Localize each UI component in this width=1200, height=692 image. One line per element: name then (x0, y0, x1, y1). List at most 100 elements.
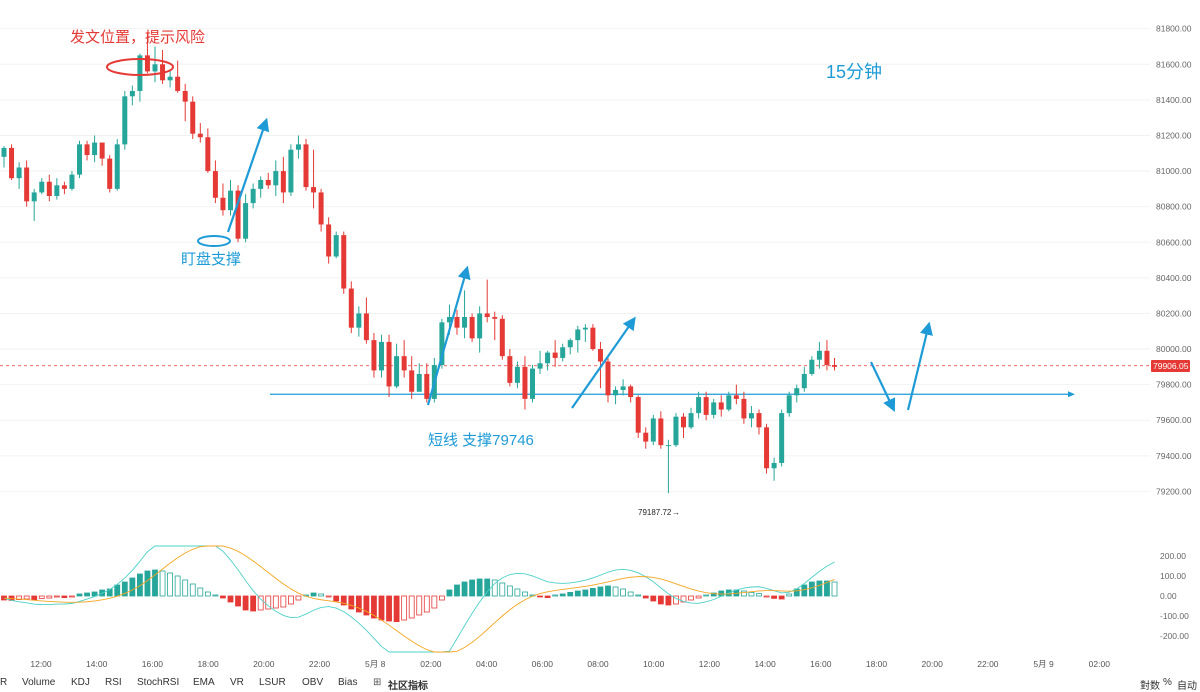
price-tick-label: 79200.00 (1156, 486, 1192, 496)
price-tick-label: 81600.00 (1156, 59, 1192, 69)
candle-body (129, 90, 135, 97)
candle-body (31, 192, 37, 202)
time-tick-label: 02:00 (420, 659, 442, 669)
indicator-tab-lsur[interactable]: LSUR (259, 677, 286, 688)
log-scale-toggle[interactable]: 對数 (1140, 681, 1160, 692)
candle-body (92, 142, 98, 156)
support-marker-ellipse (197, 235, 231, 247)
candle-body (107, 158, 113, 189)
macd-bar (220, 595, 226, 599)
indicator-tab-kdj[interactable]: KDJ (71, 677, 90, 688)
candle-body (235, 190, 241, 239)
candle-body (205, 137, 211, 172)
candle-body (190, 101, 196, 134)
indicator-tab-vr[interactable]: VR (230, 677, 244, 688)
indicator-tab-obv[interactable]: OBV (302, 677, 324, 688)
candle-body (794, 388, 800, 396)
macd-bar (242, 595, 249, 611)
time-tick-label: 12:00 (30, 659, 52, 669)
candle-body (560, 347, 566, 358)
chart-canvas[interactable]: 81800.00 81600.00 81400.00 81200.00 81000.00… (0, 0, 1200, 676)
candle-body (567, 340, 573, 348)
macd-bar (567, 592, 574, 597)
macd-bar (522, 591, 528, 597)
community-indicator-tab[interactable]: 社区指标 (388, 681, 428, 692)
macd-bar (514, 588, 521, 597)
time-tick-label: 22:00 (977, 659, 999, 669)
time-tick-label: 20:00 (253, 659, 275, 669)
candle-body (311, 187, 317, 193)
macd-bar (287, 595, 294, 605)
candle-body (122, 96, 128, 145)
candle-body (628, 386, 634, 398)
auto-scale-toggle[interactable]: 自动 (1177, 681, 1197, 692)
up-arrow-1-icon (226, 117, 270, 233)
macd-bar (31, 595, 38, 601)
down-arrow-icon (870, 361, 896, 412)
macd-bar (605, 585, 611, 597)
macd-bar (824, 580, 830, 597)
macd-bar (506, 585, 513, 597)
indicator-tab-r[interactable]: R (0, 677, 8, 688)
time-tick-label: 06:00 (532, 659, 554, 669)
candle-body (220, 197, 226, 211)
macd-bar (416, 595, 423, 616)
candle-body (703, 397, 709, 415)
candle-body (816, 350, 822, 360)
candle-body (718, 402, 724, 410)
candle-body (786, 395, 792, 414)
grid (0, 28, 1150, 492)
percent-scale-toggle[interactable]: % (1163, 677, 1172, 688)
price-tick-label: 79400.00 (1156, 451, 1192, 461)
candle-body (673, 416, 679, 446)
macd-bar (703, 594, 710, 597)
indicator-tab-rsi[interactable]: RSI (105, 677, 122, 688)
low-price-label: 79187.72 (638, 508, 672, 517)
macd-bar (423, 595, 430, 613)
candle-body (288, 149, 294, 193)
macd-bar (69, 595, 75, 598)
macd-bar (657, 595, 664, 605)
macd-bar (167, 572, 174, 597)
macd-bar (310, 592, 317, 597)
macd-bar (454, 584, 460, 597)
candle-body (530, 368, 535, 399)
candle-body (114, 144, 120, 189)
macd-bar (574, 590, 581, 597)
macd-bar (710, 592, 717, 597)
macd-bar (348, 595, 355, 610)
macd-bar (38, 595, 45, 599)
indicator-tab-stochrsi[interactable]: StochRSI (137, 677, 180, 688)
price-tick-label: 80000.00 (1156, 344, 1192, 354)
macd-bar (816, 580, 823, 597)
candle-body (771, 462, 777, 469)
candle-body (46, 181, 52, 196)
price-tick-label: 80800.00 (1156, 202, 1192, 212)
candle-body (733, 395, 739, 399)
indicator-tab-ema[interactable]: EMA (193, 677, 215, 688)
candle-body (484, 313, 490, 318)
candle-body (273, 171, 279, 186)
macd-bar (76, 593, 83, 597)
up-arrow-3-icon (571, 316, 636, 409)
macd-bar (355, 595, 362, 613)
macd-bar (16, 595, 23, 600)
candle-body (635, 397, 641, 433)
candle-body (137, 55, 143, 91)
candle-body (394, 356, 400, 387)
time-tick-label: 08:00 (587, 659, 609, 669)
macd-bar (189, 583, 196, 597)
up-arrow-4-icon (906, 321, 933, 411)
time-tick-label: 22:00 (309, 659, 331, 669)
macd-tick-label: -100.00 (1160, 611, 1189, 621)
indicator-tab-bias[interactable]: Bias (338, 677, 358, 688)
candle-body (582, 327, 588, 330)
candle-body (439, 322, 445, 366)
time-tick-label: 5月 9 (1033, 659, 1054, 669)
macd-bar (235, 595, 241, 607)
macd-bar (431, 595, 438, 609)
indicator-tab-volume[interactable]: Volume (22, 677, 56, 688)
macd-bar (204, 591, 211, 597)
macd-bar (393, 595, 400, 623)
